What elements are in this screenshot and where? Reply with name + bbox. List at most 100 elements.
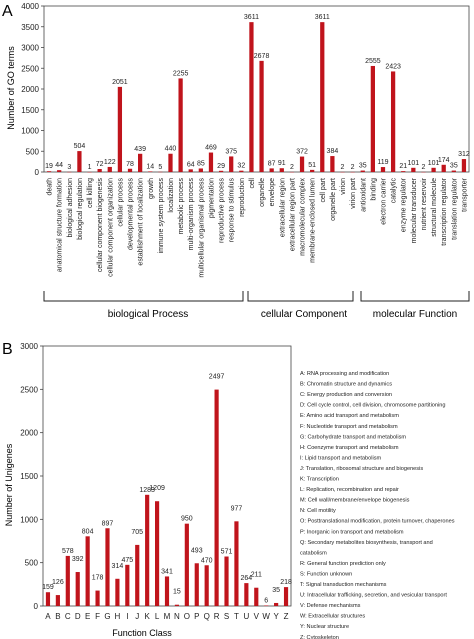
panel-a-letter: A [2, 3, 13, 20]
panel-b-category-label: F [95, 612, 100, 621]
panel-b-value-label: 977 [231, 505, 243, 512]
panel-b-category-label: I [126, 612, 128, 621]
panel-b-value-label: 470 [201, 557, 213, 564]
panel-b-legend-item: L: Replication, recombination and repair [300, 487, 399, 493]
panel-a-value-label: 469 [205, 145, 217, 152]
panel-b-bar [224, 556, 229, 606]
panel-b-category-label: H [115, 612, 121, 621]
panel-b-value-label: 475 [121, 557, 133, 564]
panel-b-y-tick-label: 2000 [20, 429, 38, 438]
panel-a-bar [370, 65, 375, 172]
panel-b-bar [204, 565, 209, 606]
panel-b-value-label: 178 [92, 575, 104, 582]
panel-b-legend-item: W: Extracellular structures [300, 614, 365, 620]
panel-a-value-label: 504 [74, 143, 86, 150]
panel-a-value-label: 2555 [365, 58, 381, 65]
panel-b-value-label: 804 [82, 528, 94, 535]
panel-b-legend-item: H: Coenzyme transport and metabolism [300, 445, 399, 451]
panel-a-category-label: multi-organism process [188, 178, 195, 251]
panel-a-value-label: 91 [278, 160, 286, 167]
panel-b-y-tick-label: 2500 [20, 385, 38, 394]
panel-b-category-label: V [254, 612, 260, 621]
panel-b-bar [95, 590, 100, 606]
panel-a-bar [168, 153, 173, 172]
panel-b-legend-item: Q: Secondary metabolites biosynthesis, t… [300, 540, 433, 546]
panel-a-value-label: 3611 [315, 14, 330, 21]
panel-a-y-tick-label: 1500 [21, 106, 39, 115]
panel-b-value-label: 1283 [139, 487, 155, 494]
panel-a-category-label: envelope [269, 178, 276, 207]
panel-b-value-label: 571 [221, 549, 233, 556]
panel-b-value-label: 1209 [149, 485, 165, 492]
panel-a-category-label: catalytic [391, 178, 398, 204]
panel-a-y-tick-label: 4000 [21, 2, 39, 11]
panel-b-value-label: 35 [272, 587, 280, 594]
panel-a-category-label: electron carrier [380, 177, 387, 224]
panel-a-y-tick-label: 3000 [21, 44, 39, 53]
panel-a-bar [390, 71, 396, 172]
panel-a-value-label: 119 [377, 159, 388, 166]
panel-a-category-label: extracellular region part [289, 178, 296, 251]
panel-a-bar [148, 171, 153, 172]
panel-a-bar [310, 169, 315, 172]
panel-b-y-tick-label: 1000 [20, 515, 38, 524]
panel-a-value-label: 2 [341, 164, 345, 171]
panel-b-bar [105, 528, 110, 606]
panel-b-value-label: 705 [131, 529, 143, 536]
panel-a-category-label: molecular transducer [411, 177, 418, 243]
panel-b-category-label: J [135, 612, 139, 621]
panel-a-category-label: organelle [259, 178, 266, 207]
panel-a-category-label: binding [370, 178, 377, 201]
panel-b-x-axis-title: Function Class [112, 628, 172, 638]
panel-a-value-label: 2 [351, 164, 355, 171]
panel-a-bar [188, 169, 193, 172]
panel-a-value-label: 2423 [385, 63, 401, 70]
panel-a-category-label: reproductive process [219, 178, 226, 243]
panel-b-category-label: U [243, 612, 249, 621]
panel-b-y-tick-label: 0 [34, 602, 39, 611]
panel-a-category-label: pigmentation [208, 178, 215, 218]
panel-b-legend-item: M: Cell wall/membrane/envelope biogenesi… [300, 498, 410, 504]
panel-b-category-label: M [164, 612, 171, 621]
panel-a-category-label: organelle part [330, 178, 337, 221]
panel-b-value-label: 493 [191, 547, 203, 554]
panel-a-bar [208, 152, 214, 172]
panel-a-category-label: death [47, 178, 54, 196]
group-label-cellular-component: cellular Component [261, 309, 347, 320]
panel-a-bar [451, 170, 456, 172]
panel-b-category-label: D [75, 612, 81, 621]
panel-b-bar [274, 602, 279, 606]
panel-a-value-label: 21 [399, 163, 407, 170]
panel-b-bar [65, 555, 70, 606]
panel-a-category-label: antioxidant [360, 178, 367, 212]
panel-b-legend-item: P: Inorganic ion transport and metabolis… [300, 529, 404, 535]
panel-b-category-label: L [155, 612, 160, 621]
panel-b-bar [75, 572, 80, 606]
panel-a-category-label: establishment of localization [138, 178, 145, 266]
panel-b-category-label: S [224, 612, 229, 621]
bracket-molecular-function [360, 291, 470, 302]
panel-b-value-label: 218 [280, 579, 292, 586]
panel-b-bar [264, 605, 269, 606]
panel-a-category-label: localization [168, 178, 175, 213]
panel-b-category-label: P [194, 612, 199, 621]
panel-a-category-labels: death anatomical structure formation biolo… [47, 177, 469, 277]
panel-b-category-label: C [65, 612, 71, 621]
panel-b-bar [125, 564, 130, 606]
panel-b-category-label: O [184, 612, 190, 621]
panel-b-category-label: T [234, 612, 239, 621]
group-label-biological-process: biological Process [108, 309, 189, 320]
panel-b-y-tick-label: 1500 [20, 472, 38, 481]
panel-b-y-tick-label: 500 [25, 559, 39, 568]
panel-a-bar [138, 153, 143, 172]
panel-a-value-label: 64 [187, 161, 195, 168]
panel-b-category-label: N [174, 612, 180, 621]
panel-a-bar [46, 171, 52, 172]
panel-b-bar [164, 576, 170, 606]
panel-a-y-tick-label: 500 [26, 147, 40, 156]
panel-a-bar [198, 168, 203, 172]
panel-a-value-label: 87 [268, 160, 276, 167]
panel-b-bar [45, 592, 51, 606]
